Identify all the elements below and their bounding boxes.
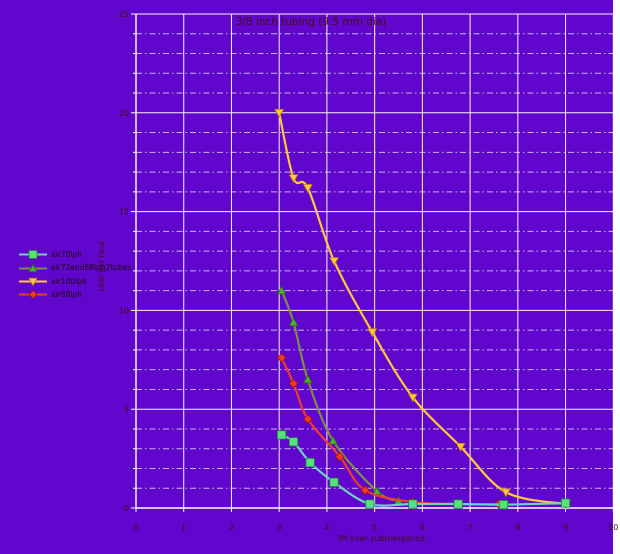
data-point-marker-air88lph	[360, 485, 370, 495]
y-axis-title: Liter per hour	[97, 239, 106, 291]
x-tick-label: 1	[181, 523, 186, 532]
series-line-air70lph	[280, 433, 567, 507]
legend-marker-triangle-up-icon	[19, 263, 47, 272]
data-point-marker-air70lph	[560, 498, 571, 508]
data-point-marker-air100lph	[501, 488, 511, 498]
data-point-marker-air70lph	[408, 499, 418, 509]
x-tick-label: 9	[563, 523, 568, 532]
data-point-marker-air88lph	[288, 378, 299, 389]
y-tick-label: 5	[124, 405, 129, 414]
data-point-marker-air100lph	[274, 109, 285, 118]
x-tick-label: 0	[133, 523, 138, 532]
data-point-marker-air70lph	[276, 430, 287, 440]
legend-item-air72and88lph2tubes: air72and88lph2tubes	[18, 261, 138, 274]
y-tick-label: 15	[119, 208, 129, 217]
data-point-marker-air70lph	[288, 437, 299, 447]
data-point-marker-air72and88lph2tubes	[288, 317, 299, 327]
data-point-marker-air88lph	[276, 353, 287, 363]
data-point-marker-air72and88lph2tubes	[302, 374, 313, 384]
x-tick-label: 2	[229, 523, 234, 532]
legend-item-air70lph: air70lph	[18, 248, 138, 261]
x-tick-label: 5	[372, 523, 377, 532]
data-point-marker-air70lph	[365, 499, 375, 509]
legend-label: air100lph	[51, 276, 87, 286]
chart-legend: air70lph air72and88lph2tubes air100lph air8…	[18, 248, 138, 302]
data-point-marker-air72and88lph2tubes	[276, 285, 287, 295]
legend-label: air72and88lph2tubes	[51, 263, 132, 273]
y-tick-label: 20	[119, 109, 129, 118]
data-point-marker-air70lph	[329, 477, 339, 487]
data-point-marker-air100lph	[302, 184, 313, 193]
x-axis-title: lift over submergence	[337, 534, 425, 543]
legend-label: air70lph	[51, 249, 82, 259]
data-point-marker-air100lph	[329, 257, 339, 267]
x-tick-label: 4	[324, 523, 329, 532]
data-point-marker-air100lph	[367, 328, 378, 338]
page-background-strip	[613, 0, 620, 554]
x-tick-label: 3	[277, 523, 282, 532]
legend-label: air88lph	[51, 290, 82, 300]
data-point-marker-air100lph	[455, 442, 466, 452]
chart-plot-area: 0 1 2 3 4 5 6 7 8 9 10 0 5 10 15 20 25	[119, 10, 619, 532]
x-tick-label: 7	[468, 523, 473, 532]
x-tick-label: 10	[608, 523, 618, 532]
data-point-marker-air88lph	[303, 414, 313, 424]
y-tick-label: 0	[124, 504, 129, 513]
series-line-air72and88lph2tubes	[280, 289, 400, 503]
data-point-marker-air70lph	[305, 457, 315, 468]
x-tick-label: 6	[420, 523, 425, 532]
chart-title: 3/8 inch tubing (9.5 mm dia)	[236, 16, 387, 28]
legend-marker-square-icon	[19, 250, 47, 260]
legend-marker-diamond-icon	[19, 290, 47, 300]
data-point-marker-air88lph	[335, 451, 345, 462]
data-point-marker-air70lph	[498, 500, 509, 510]
y-tick-label: 25	[119, 10, 129, 19]
data-point-marker-air100lph	[407, 393, 418, 403]
y-tick-label: 10	[119, 306, 129, 315]
series-line-air88lph	[280, 356, 500, 506]
x-tick-label: 8	[515, 523, 520, 532]
legend-item-air88lph: air88lph	[18, 288, 138, 301]
data-point-marker-air70lph	[453, 499, 463, 509]
legend-item-air100lph: air100lph	[18, 275, 138, 288]
data-point-marker-air72and88lph2tubes	[328, 435, 339, 445]
data-point-marker-air100lph	[288, 174, 299, 184]
legend-marker-triangle-down-icon	[19, 277, 47, 287]
